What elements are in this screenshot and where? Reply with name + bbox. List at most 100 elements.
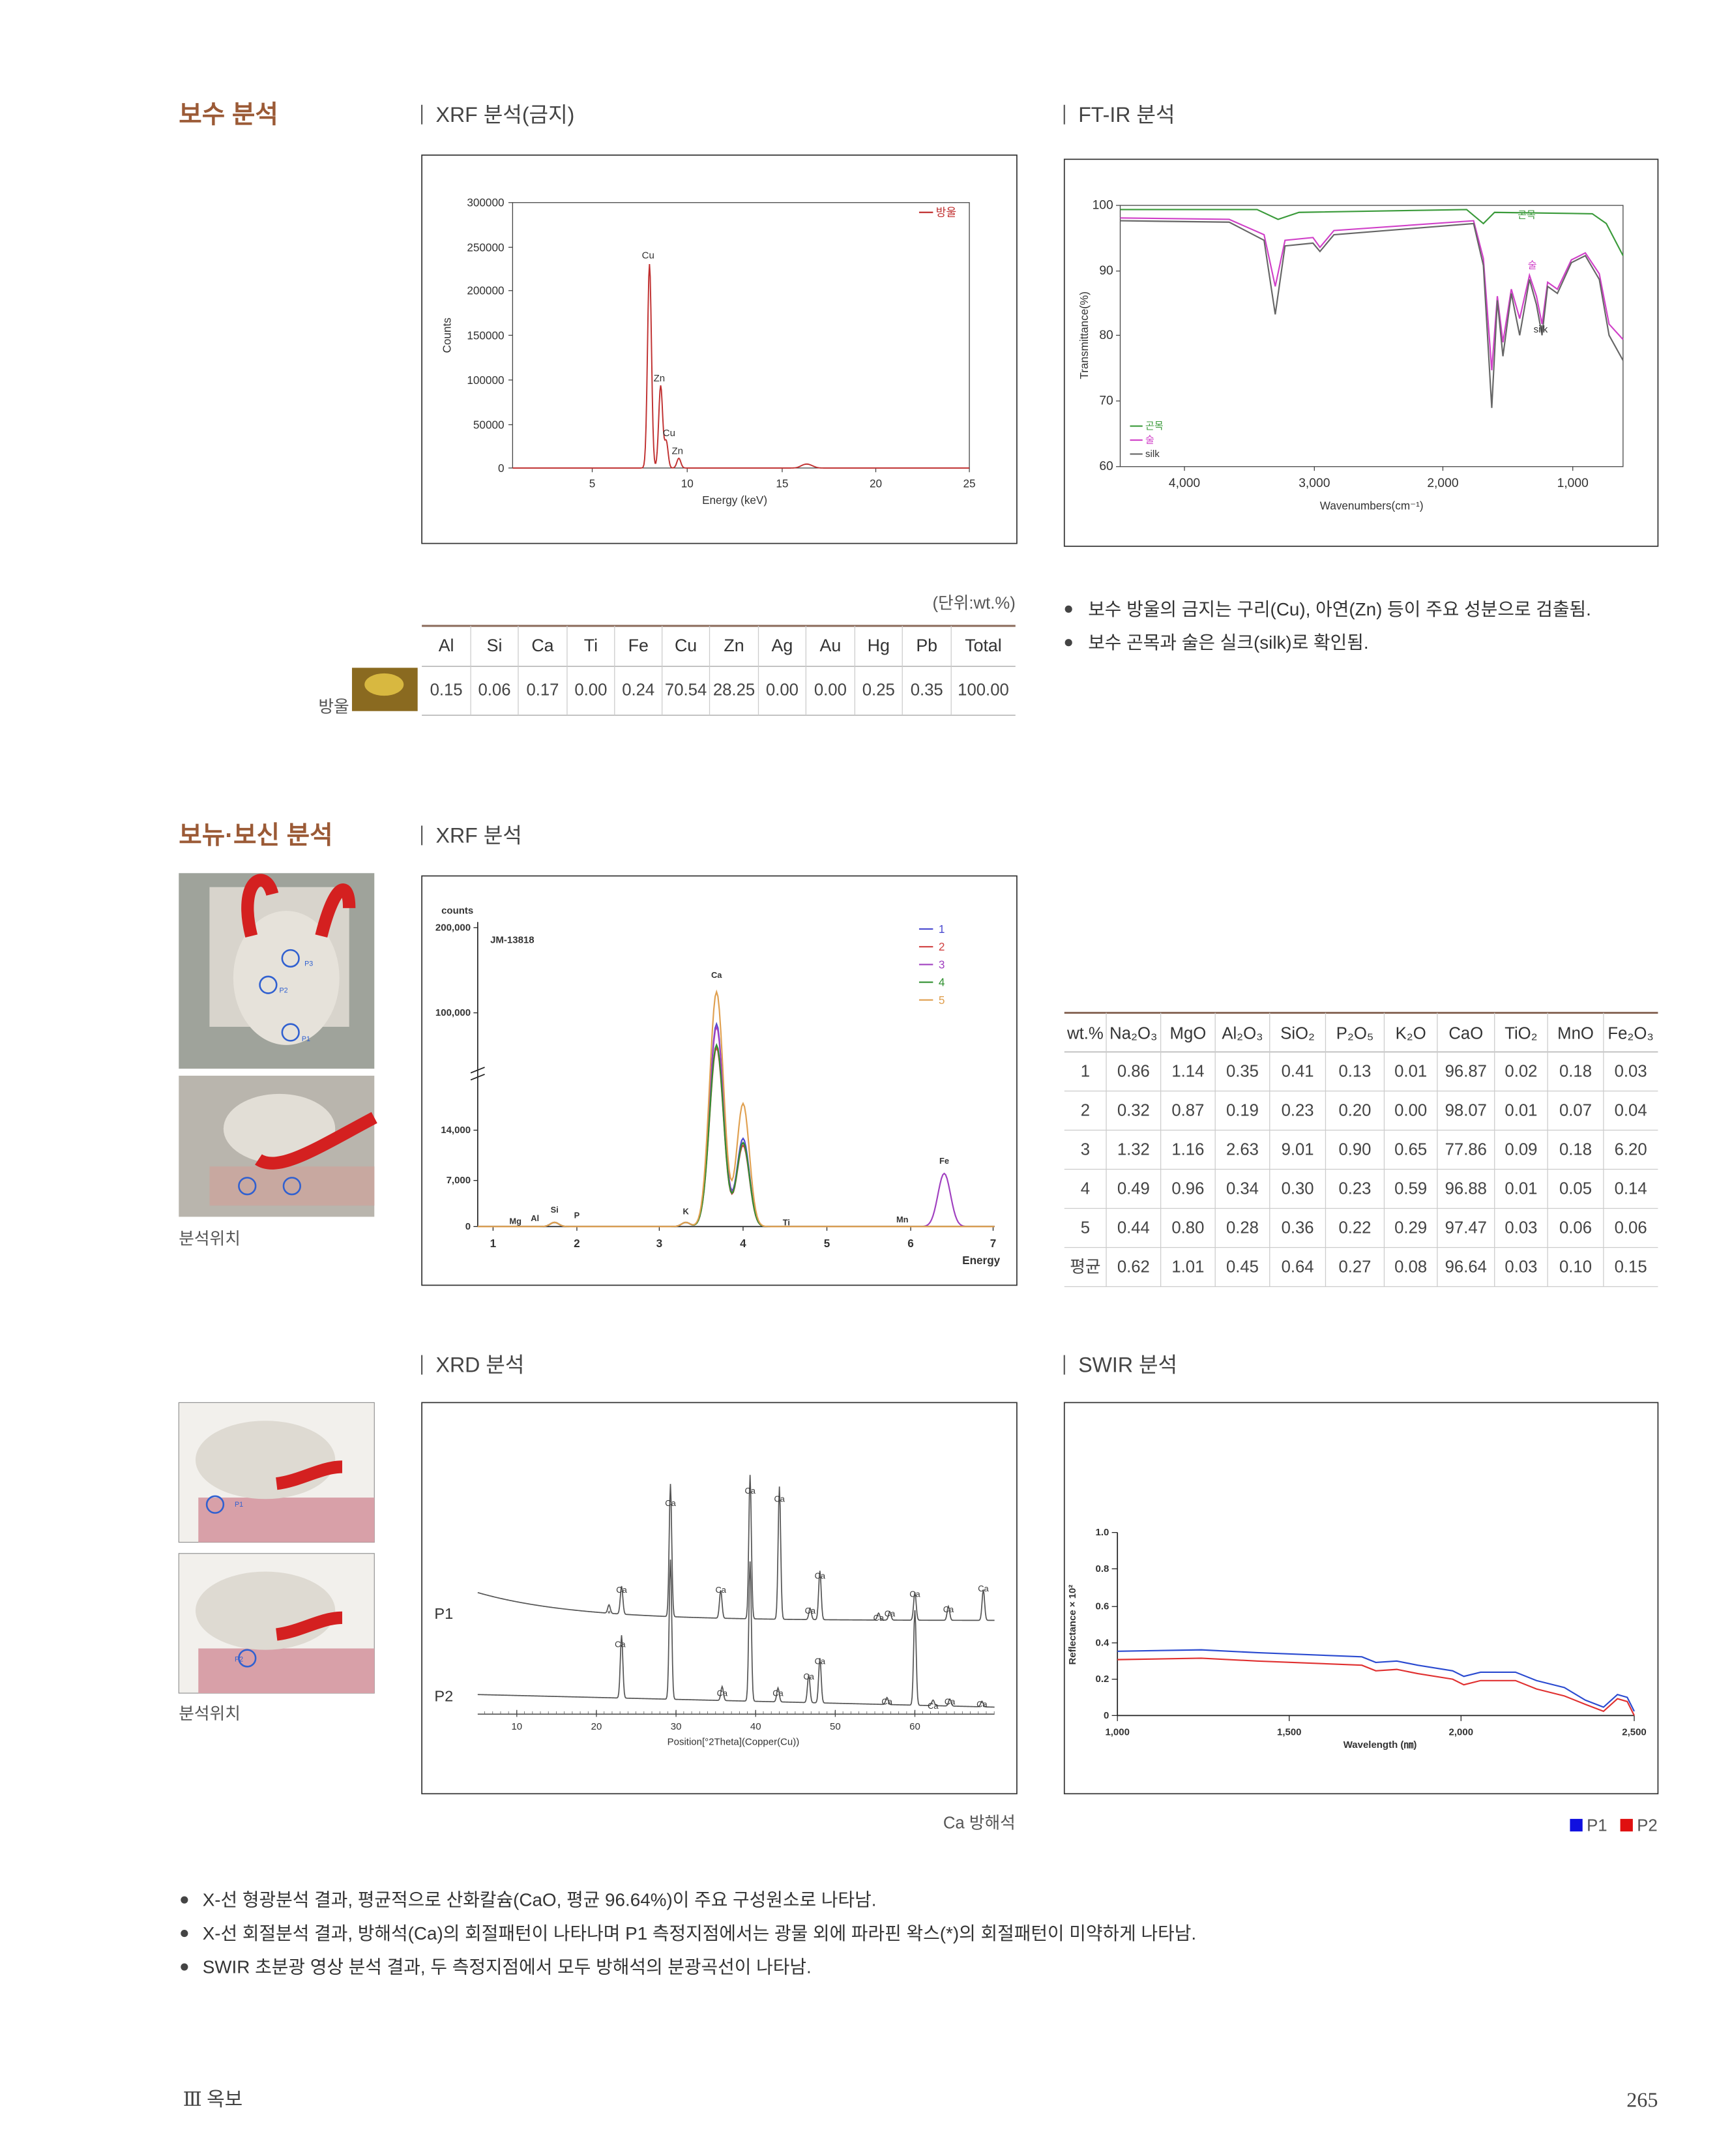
table-cell: 0.09 xyxy=(1504,1141,1537,1159)
peak-label: Ca xyxy=(909,1589,920,1599)
trace-label: P1 xyxy=(434,1605,453,1622)
trace-label: P2 xyxy=(434,1687,453,1704)
x-tick-label: 50 xyxy=(830,1721,841,1732)
peak-label: Zn xyxy=(671,446,683,457)
table-cell: 5 xyxy=(1081,1219,1090,1237)
y-tick-label: 0 xyxy=(498,462,505,475)
table-header: Al xyxy=(439,636,454,655)
table-header: Ca xyxy=(531,636,553,655)
peak-label: P xyxy=(574,1211,580,1220)
y-tick-label: 0 xyxy=(465,1221,471,1232)
peak-label: Cu xyxy=(663,428,675,439)
caption: 분석위치 xyxy=(179,1230,241,1248)
x-tick-label: 25 xyxy=(963,477,976,490)
y-tick-label: 100,000 xyxy=(435,1007,471,1018)
annotation: 곤목 xyxy=(1518,210,1536,221)
peak-label: K xyxy=(683,1206,689,1216)
table-cell: 77.86 xyxy=(1445,1141,1487,1159)
table-cell: 96.87 xyxy=(1445,1063,1487,1081)
unit-note: (단위:wt.%) xyxy=(933,594,1016,613)
chart-frame xyxy=(421,875,1018,1286)
peak-label: Ca xyxy=(805,1606,816,1616)
photo-marker xyxy=(281,949,300,968)
table-cell: 0.28 xyxy=(1226,1219,1259,1237)
x-tick-label: 7 xyxy=(990,1237,997,1250)
section-heading: SWIR 분석 xyxy=(1078,1353,1177,1377)
y-tick-label: 1.0 xyxy=(1095,1527,1109,1538)
y-tick-label: 14,000 xyxy=(441,1125,471,1136)
annotation: silk xyxy=(1534,324,1548,335)
photo-label: P2 xyxy=(235,1656,243,1664)
legend-label: 곤목 xyxy=(1145,421,1164,432)
diffractogram xyxy=(477,1475,995,1621)
table-cell: 97.47 xyxy=(1445,1219,1487,1237)
table-cell: 100.00 xyxy=(958,681,1009,700)
table-cell: 96.88 xyxy=(1445,1180,1487,1198)
table-cell: 0.07 xyxy=(1559,1102,1592,1120)
y-tick-label: 0.6 xyxy=(1095,1601,1109,1612)
bullet xyxy=(181,1963,188,1971)
peak-label: Mg xyxy=(509,1216,521,1226)
table-cell: 1.16 xyxy=(1171,1141,1204,1159)
x-tick-label: 2 xyxy=(574,1237,580,1250)
table-cell: 0.34 xyxy=(1226,1180,1259,1198)
photo-detail xyxy=(364,673,404,696)
spectrum xyxy=(1120,217,1624,370)
peak-label: Ca xyxy=(615,1640,626,1649)
legend-label: 5 xyxy=(939,994,945,1007)
table-cell: 0.18 xyxy=(1559,1141,1592,1159)
y-tick-label: 0.2 xyxy=(1095,1674,1109,1685)
y-axis-label: Counts xyxy=(441,317,454,353)
bullet xyxy=(1064,605,1072,613)
table-header: Au xyxy=(819,636,841,655)
table-cell: 0.01 xyxy=(1394,1063,1427,1081)
table-cell: 28.25 xyxy=(713,681,755,700)
table-cell: 0.65 xyxy=(1394,1141,1427,1159)
table-cell: 0.03 xyxy=(1504,1219,1537,1237)
y-tick-label: 0.8 xyxy=(1095,1563,1109,1574)
table-cell: 0.80 xyxy=(1171,1219,1204,1237)
table-cell: 98.07 xyxy=(1445,1102,1487,1120)
table-cell: 3 xyxy=(1081,1141,1090,1159)
x-axis-label: Wavelength (㎚) xyxy=(1343,1739,1417,1750)
table-cell: 0.03 xyxy=(1615,1063,1647,1081)
photo-detail xyxy=(195,1421,336,1499)
table-header: CaO xyxy=(1448,1025,1483,1043)
chart-frame xyxy=(421,155,1018,544)
table-cell: 0.00 xyxy=(574,681,607,700)
photo-detail xyxy=(275,1460,343,1490)
peak-label: Ca xyxy=(665,1498,676,1508)
table-cell: 1.32 xyxy=(1117,1141,1150,1159)
table-header: Na₂O₃ xyxy=(1109,1025,1157,1043)
spectrum xyxy=(1120,209,1624,256)
table-cell: 0.00 xyxy=(814,681,847,700)
peak-label: Ca xyxy=(815,1656,826,1666)
photo-xrd-2 xyxy=(178,1553,375,1694)
table-header: Cu xyxy=(675,636,697,655)
legend-label: silk xyxy=(1145,449,1160,460)
axis-break xyxy=(470,1074,485,1081)
table-cell: 0.44 xyxy=(1117,1219,1150,1237)
peak-label: Ca xyxy=(885,1608,896,1618)
table-cell: 0.15 xyxy=(430,681,463,700)
table-cell: 0.45 xyxy=(1226,1258,1259,1277)
bullet xyxy=(1064,639,1072,647)
peak-label: Ca xyxy=(803,1672,814,1681)
caption: Ca 방해석 xyxy=(943,1813,1016,1832)
table-cell: 6.20 xyxy=(1615,1141,1647,1159)
y-tick-label: 100 xyxy=(1093,199,1113,213)
table-header: Pb xyxy=(916,636,937,655)
photo-marker xyxy=(259,975,278,994)
annotation: 술 xyxy=(1528,260,1537,271)
photo-detail xyxy=(198,1648,375,1694)
peak-label: Ca xyxy=(881,1696,892,1706)
peak-label: Ca xyxy=(772,1689,784,1698)
legend-label: 술 xyxy=(1145,435,1154,446)
table-cell: 0.14 xyxy=(1615,1180,1647,1198)
photo-detail xyxy=(241,874,356,938)
table-cell: 4 xyxy=(1081,1180,1090,1198)
peak-label: Mn xyxy=(896,1215,909,1224)
x-axis-label: Energy (keV) xyxy=(702,494,767,507)
table-header: Total xyxy=(965,636,1002,655)
peak-label: * xyxy=(608,1608,611,1618)
